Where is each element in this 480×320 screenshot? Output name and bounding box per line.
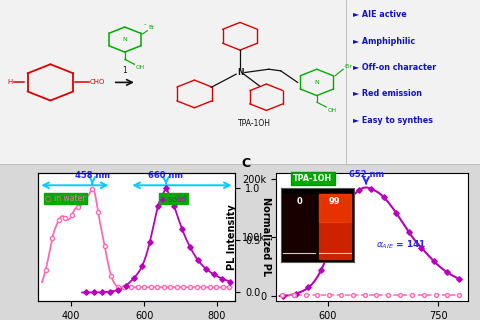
Text: 458 nm: 458 nm [75, 171, 110, 180]
Text: ► Amphiphilic: ► Amphiphilic [353, 37, 415, 46]
Text: TPA-1OH: TPA-1OH [238, 119, 271, 128]
Text: -Br: -Br [344, 64, 353, 68]
Text: N: N [237, 68, 243, 77]
Text: OH: OH [327, 108, 336, 113]
Text: CHO: CHO [90, 79, 105, 85]
Text: 660 nm: 660 nm [148, 171, 183, 180]
Text: TPA-1OH: TPA-1OH [293, 174, 333, 183]
Text: 1: 1 [122, 66, 127, 75]
Y-axis label: Normalized PL: Normalized PL [262, 197, 271, 276]
Text: ◆ solid: ◆ solid [160, 194, 186, 203]
Text: ► Easy to synthes: ► Easy to synthes [353, 116, 433, 125]
Text: 652 nm: 652 nm [348, 170, 384, 179]
Text: C: C [241, 157, 251, 170]
Text: OH: OH [135, 65, 144, 70]
Text: ► Red emission: ► Red emission [353, 89, 422, 99]
Text: H: H [8, 79, 13, 85]
Text: ► Off-on character: ► Off-on character [353, 63, 436, 72]
Y-axis label: PL Intensity: PL Intensity [227, 204, 237, 270]
Text: Br: Br [149, 25, 155, 30]
Text: ► AIE active: ► AIE active [353, 10, 407, 19]
Text: $\alpha_{AIE}$ = 141: $\alpha_{AIE}$ = 141 [376, 238, 427, 251]
Text: N: N [314, 80, 319, 85]
Text: N: N [122, 37, 127, 42]
Text: ○ in water: ○ in water [46, 194, 86, 203]
Text: -: - [144, 21, 146, 27]
